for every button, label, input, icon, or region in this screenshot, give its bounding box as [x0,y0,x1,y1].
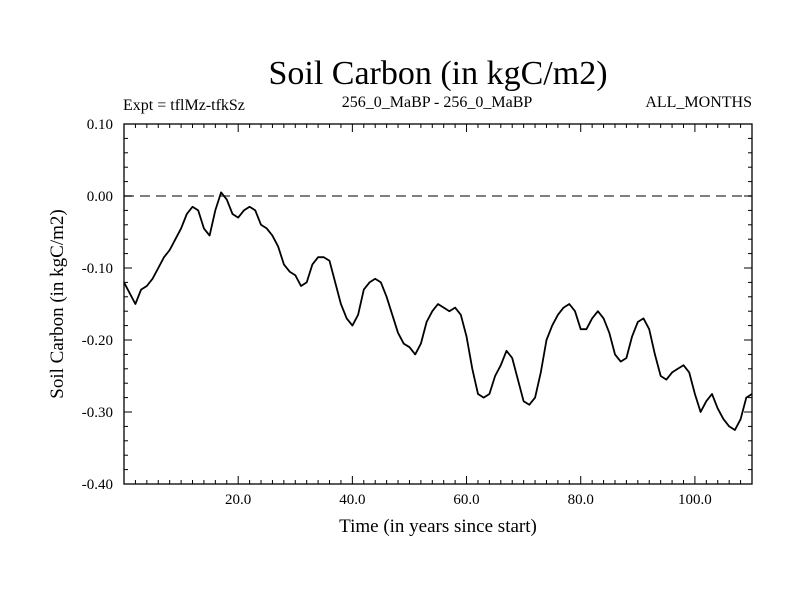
x-tick-label: 20.0 [225,492,251,508]
x-tick-label: 100.0 [678,492,712,508]
y-tick-label: -0.20 [82,333,113,349]
chart-title: Soil Carbon (in kgC/m2) [268,55,607,92]
comparison-label: 256_0_MaBP - 256_0_MaBP [342,94,533,111]
plot-frame [123,123,753,485]
y-tick-label: 0.00 [87,189,113,205]
y-tick-label: 0.10 [87,117,113,133]
x-tick-label: 40.0 [339,492,365,508]
experiment-label: Expt = tflMz-tfkSz [123,97,245,114]
y-tick-label: -0.30 [82,405,113,421]
y-axis-title: Soil Carbon (in kgC/m2) [47,209,68,398]
x-tick-label: 60.0 [453,492,479,508]
x-tick-label: 80.0 [568,492,594,508]
months-label: ALL_MONTHS [645,94,752,111]
y-tick-label: -0.10 [82,261,113,277]
y-tick-label: -0.40 [82,477,113,493]
x-axis-title: Time (in years since start) [339,516,537,537]
series-line-0 [123,191,753,431]
